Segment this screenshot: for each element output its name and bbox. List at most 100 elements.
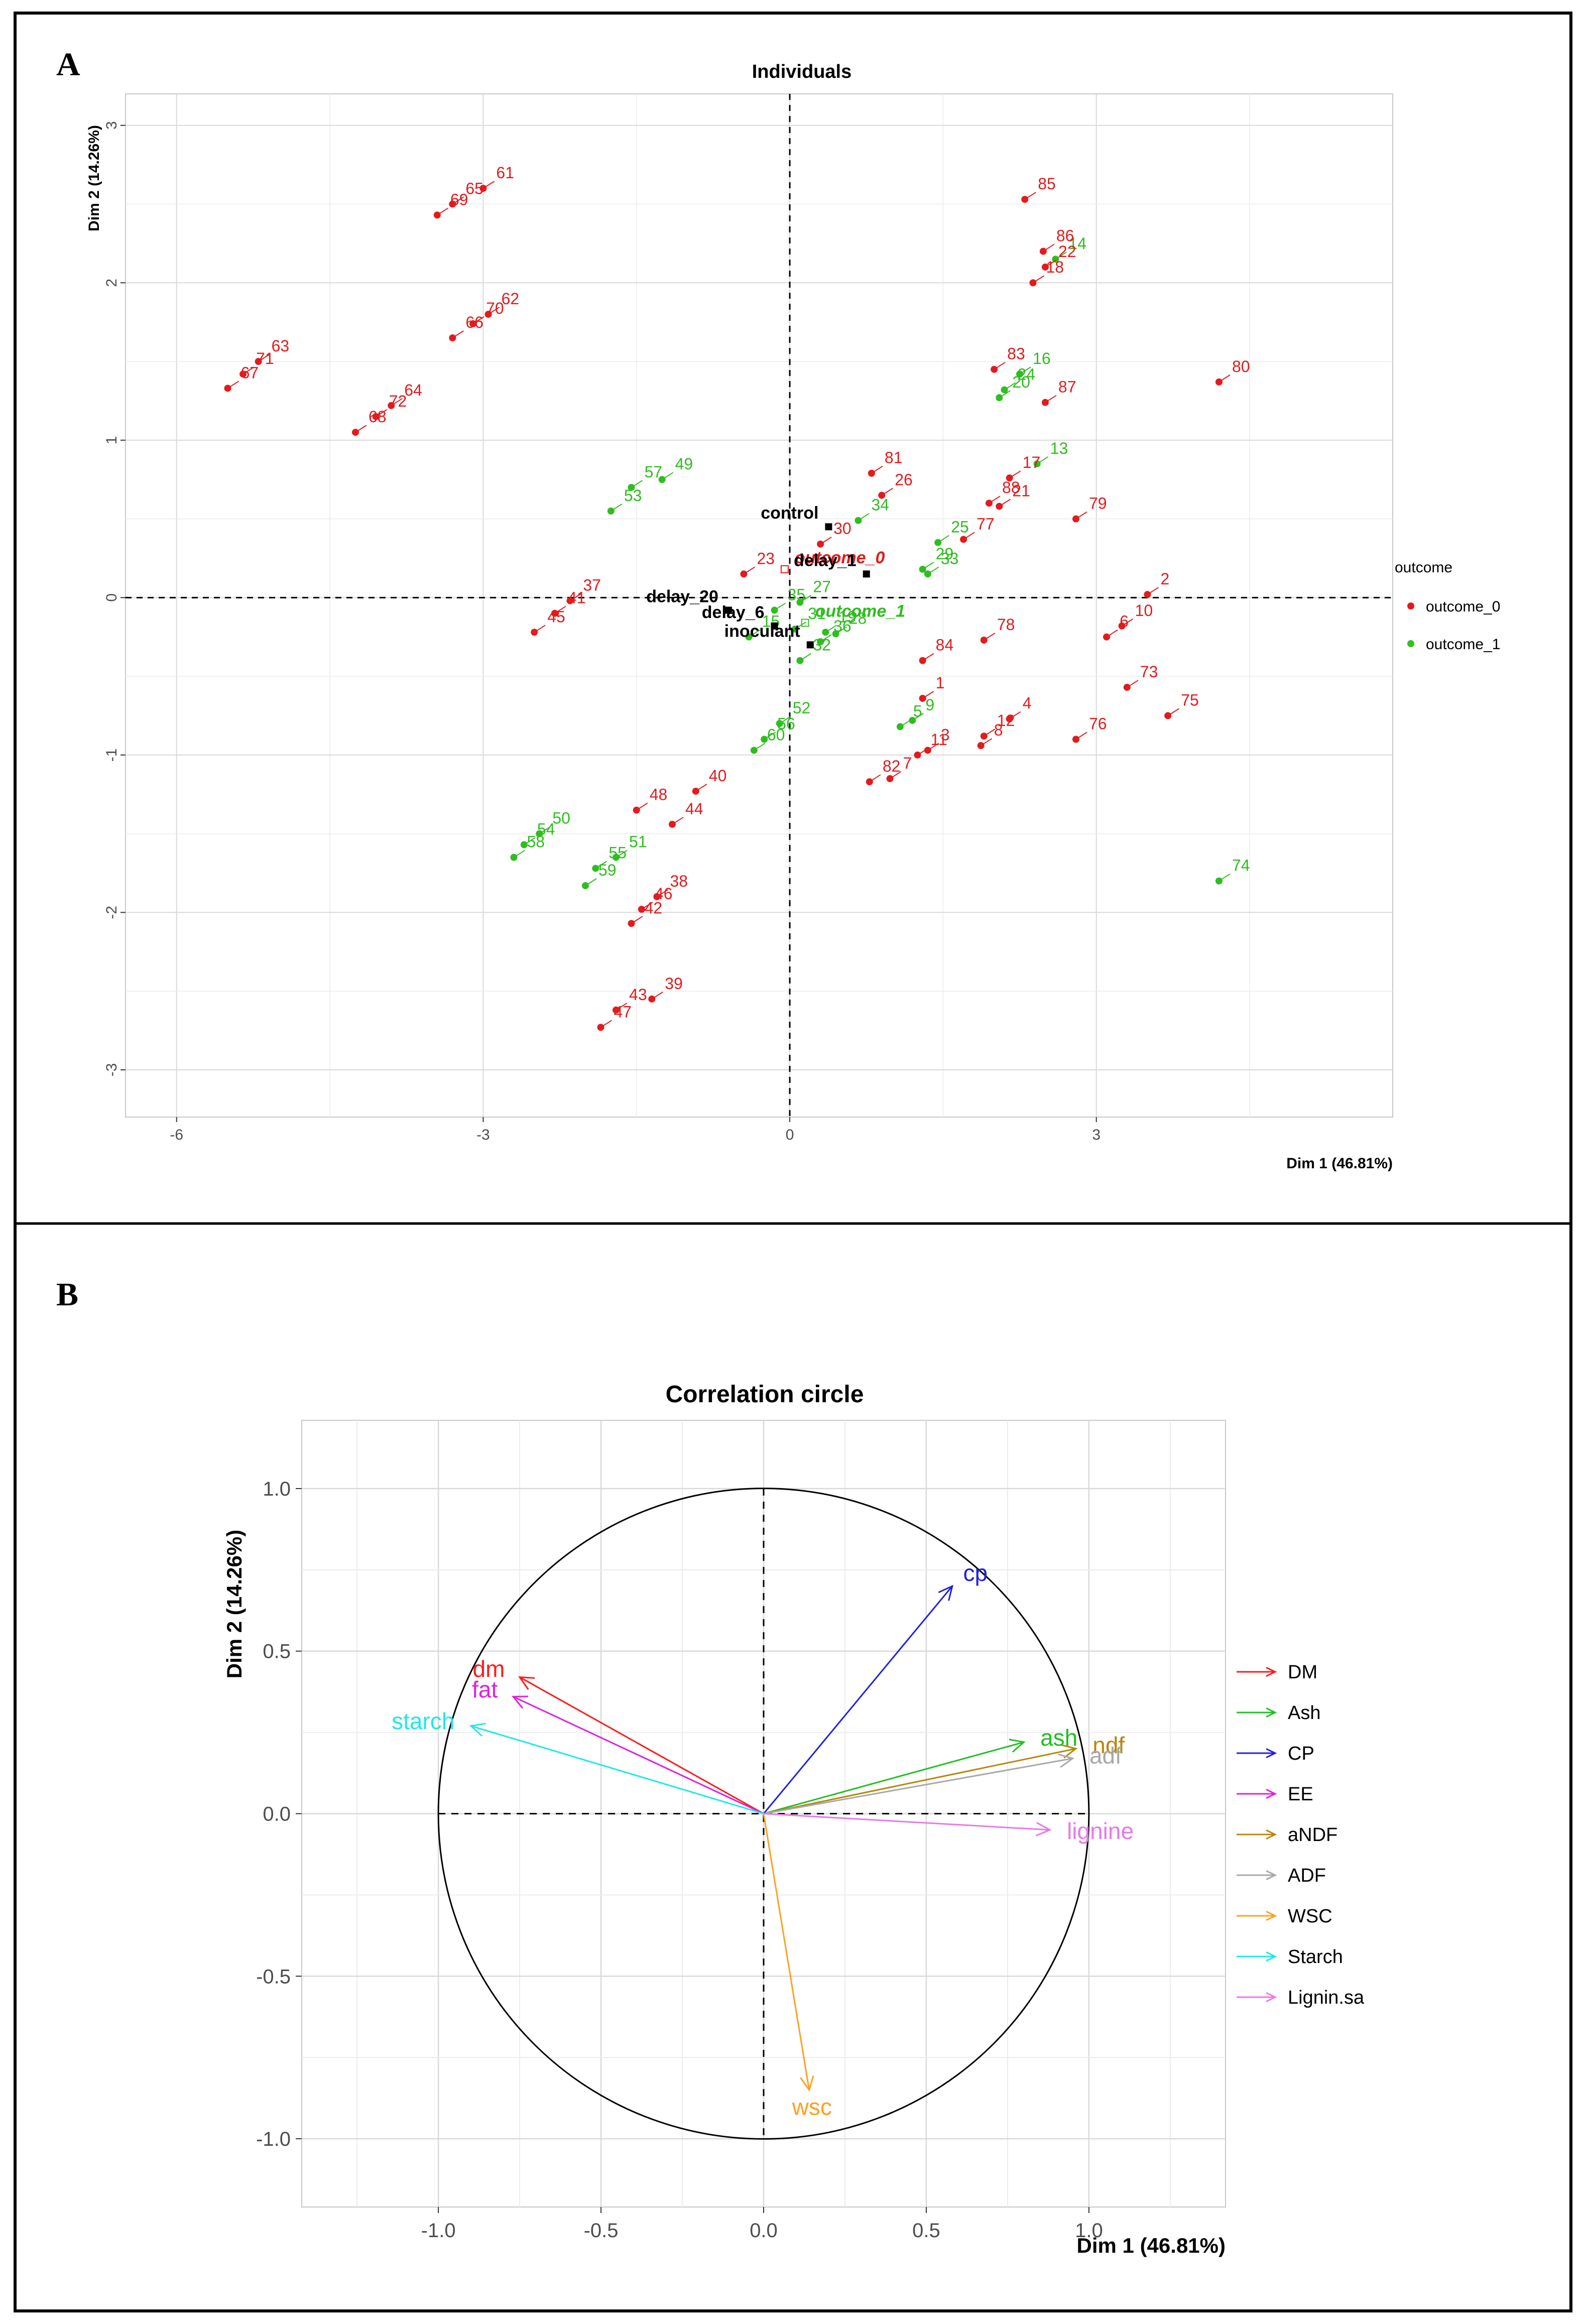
individual-84: 84 — [919, 636, 953, 664]
arrow-wsc — [763, 1813, 814, 2092]
arrow-fat — [512, 1695, 764, 1814]
individual-50: 50 — [536, 809, 570, 837]
y-tick-label: -1.0 — [256, 2128, 291, 2150]
svg-text:80: 80 — [1232, 357, 1250, 376]
svg-text:38: 38 — [670, 872, 688, 890]
legend-label-outcome-1: outcome_1 — [1426, 636, 1500, 653]
svg-text:71: 71 — [256, 349, 274, 368]
svg-text:87: 87 — [1058, 378, 1076, 396]
arrow-label-cp: cp — [963, 1560, 988, 1586]
svg-text:86: 86 — [1056, 227, 1074, 245]
individual-34: 34 — [855, 496, 889, 524]
legend-item-Lignin.sa: Lignin.sa — [1237, 1987, 1365, 2008]
individual-87: 87 — [1041, 378, 1076, 406]
legend-item-Ash: Ash — [1237, 1702, 1320, 1724]
legend-key-wsc — [1237, 1910, 1277, 1921]
x-tick-label: -1.0 — [421, 2220, 456, 2242]
panel-b-xlabel: Dim 1 (46.81%) — [1077, 2234, 1226, 2257]
svg-text:33: 33 — [941, 549, 959, 567]
svg-text:65: 65 — [465, 179, 483, 197]
individual-51: 51 — [613, 833, 647, 861]
panel-b: B Correlation circle -1.0 -0.5 0.0 0.5 1.0-1… — [56, 1276, 1365, 2257]
svg-text:31: 31 — [808, 604, 826, 623]
svg-text:21: 21 — [1012, 481, 1030, 500]
individual-26: 26 — [878, 471, 913, 499]
individual-70: 70 — [469, 299, 504, 327]
individual-11: 11 — [914, 730, 947, 759]
arrow-starch — [469, 1723, 764, 1814]
arrow-ndf — [763, 1744, 1078, 1814]
svg-text:75: 75 — [1181, 691, 1199, 709]
panel-b-label: B — [56, 1276, 78, 1313]
figure-frame — [14, 12, 1572, 2312]
legend-marker-outcome-1 — [1407, 640, 1414, 647]
individual-28: 28 — [832, 609, 867, 638]
individual-58: 58 — [510, 833, 545, 861]
svg-text:CP: CP — [1288, 1743, 1314, 1764]
individual-36: 36 — [817, 617, 851, 646]
legend-key-fat — [1237, 1788, 1277, 1799]
y-tick-label: -1 — [103, 749, 120, 762]
svg-text:25: 25 — [951, 518, 969, 536]
svg-text:42: 42 — [645, 899, 663, 917]
arrow-label-adf: adf — [1089, 1742, 1122, 1768]
svg-text:82: 82 — [883, 757, 901, 775]
centroid-outcome_0: outcome_0 — [780, 548, 885, 573]
svg-text:81: 81 — [885, 449, 903, 467]
individual-30: 30 — [817, 520, 851, 548]
panel-a-plot-area — [125, 93, 1393, 1118]
svg-text:85: 85 — [1038, 175, 1056, 193]
arrow-lignine — [763, 1813, 1052, 1837]
x-tick-label: 0.5 — [912, 2220, 940, 2242]
individual-15: 15 — [745, 613, 780, 641]
individual-38: 38 — [653, 872, 688, 901]
panel-b-ticks: -1.0 -0.5 0.0 0.5 1.0 -1.0 -0.5 0.0 0.5 1.0 — [256, 1478, 1103, 2242]
legend-item-EE: EE — [1237, 1784, 1313, 1805]
individual-9: 9 — [909, 696, 934, 724]
arrow-cp — [763, 1584, 953, 1814]
legend-label-outcome-0: outcome_0 — [1426, 598, 1500, 615]
svg-text:78: 78 — [997, 616, 1015, 634]
svg-text:28: 28 — [849, 609, 867, 627]
supplementary-delay_1: delay_1 — [794, 551, 870, 578]
individual-64: 64 — [388, 381, 422, 409]
svg-text:76: 76 — [1089, 715, 1107, 733]
individual-19: 19 — [822, 607, 857, 636]
individual-47: 47 — [597, 1003, 632, 1031]
x-tick-label: 1.0 — [1075, 2220, 1103, 2242]
y-tick-label: 0.0 — [263, 1803, 291, 1825]
svg-text:EE: EE — [1288, 1784, 1313, 1805]
individual-43: 43 — [613, 986, 647, 1014]
legend-item-aNDF: aNDF — [1237, 1824, 1337, 1846]
svg-text:3: 3 — [941, 725, 950, 744]
svg-text:outcome_1: outcome_1 — [815, 601, 906, 621]
individual-2: 2 — [1144, 570, 1169, 598]
individual-33: 33 — [924, 549, 959, 578]
svg-text:41: 41 — [568, 589, 586, 607]
svg-text:57: 57 — [645, 463, 663, 481]
svg-text:delay_20: delay_20 — [646, 587, 718, 606]
svg-text:11: 11 — [931, 730, 947, 749]
individual-82: 82 — [866, 757, 901, 786]
arrow-label-starch: starch — [392, 1708, 454, 1734]
individual-45: 45 — [531, 607, 565, 636]
panel-a-ylabel: Dim 2 (14.26%) — [86, 125, 102, 231]
individual-73: 73 — [1123, 663, 1158, 691]
legend-key-cp — [1237, 1748, 1277, 1759]
legend-key-ash — [1237, 1707, 1277, 1718]
arrow-ash — [763, 1739, 1026, 1814]
individual-42: 42 — [628, 899, 663, 927]
individual-44: 44 — [668, 800, 703, 828]
svg-text:51: 51 — [629, 833, 647, 851]
individual-24: 24 — [1001, 365, 1036, 394]
svg-text:46: 46 — [655, 885, 673, 903]
svg-text:54: 54 — [537, 820, 555, 838]
individual-7: 7 — [886, 754, 912, 782]
svg-text:outcome_0: outcome_0 — [795, 548, 885, 567]
svg-text:24: 24 — [1018, 365, 1036, 383]
svg-text:delay_1: delay_1 — [794, 551, 857, 570]
individual-85: 85 — [1021, 175, 1056, 203]
individual-20: 20 — [996, 373, 1030, 402]
individual-8: 8 — [977, 721, 1003, 750]
